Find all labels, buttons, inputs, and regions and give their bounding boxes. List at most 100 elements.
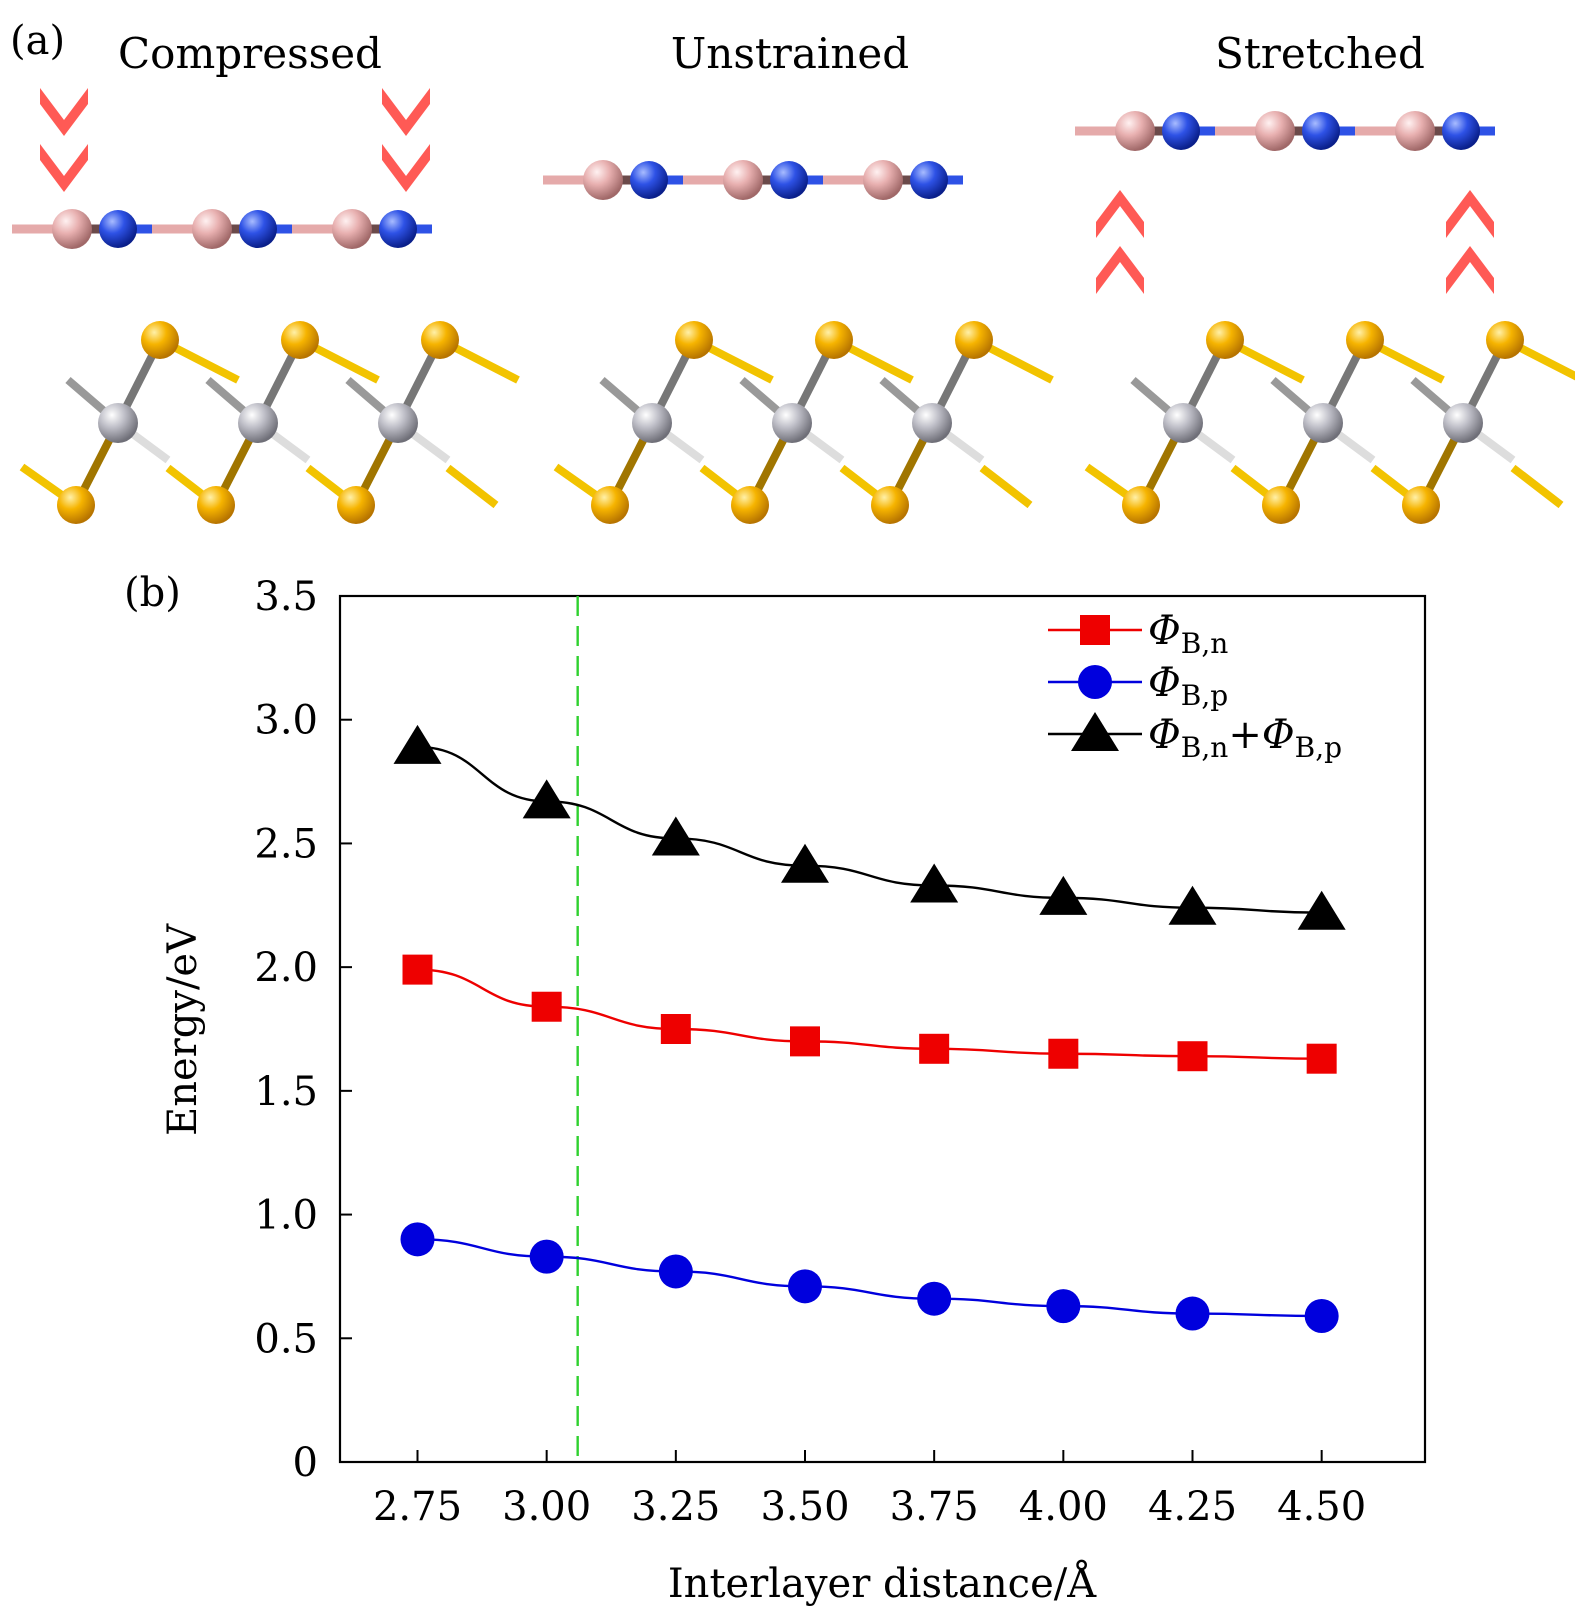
sulfur-atom	[421, 321, 459, 359]
title-stretched: Stretched	[1215, 29, 1425, 78]
arrow-down-icon	[382, 144, 430, 192]
sulfur-atom	[1486, 321, 1524, 359]
nitrogen-atom	[630, 161, 668, 199]
x-axis-label: Interlayer distance/Å	[668, 1560, 1097, 1607]
y-tick-label: 2.5	[254, 821, 318, 867]
arrow-up-icon	[1096, 246, 1144, 294]
data-point	[1046, 1289, 1081, 1324]
arrow-up-icon	[1446, 190, 1494, 238]
panel-b: (b) 0 0.5 1.0 1.5 2.0 2.5 3.0 3.5 2.75 3.00 3.25 3…	[124, 570, 1427, 1607]
data-point	[531, 991, 562, 1022]
data-point	[1048, 1038, 1079, 1069]
nitrogen-atom	[1302, 112, 1340, 150]
data-point	[790, 1026, 820, 1057]
data-point	[1304, 1299, 1339, 1334]
arrow-up-icon	[1446, 246, 1494, 294]
mos-bond	[979, 464, 1033, 509]
panel-a-label: (a)	[10, 18, 65, 64]
boron-atom	[192, 209, 232, 249]
legend-marker	[1071, 712, 1119, 751]
sulfur-atom	[281, 321, 319, 359]
data-point	[660, 1014, 691, 1044]
x-tick-label: 2.75	[373, 1484, 462, 1530]
data-point	[393, 724, 442, 764]
mos2-layer-compressed	[19, 321, 520, 524]
data-point	[400, 1222, 435, 1257]
legend-label: ΦB,p	[1148, 660, 1228, 712]
sulfur-atom	[871, 486, 909, 524]
metal-atom	[632, 403, 672, 443]
metal-atom	[378, 403, 418, 443]
metal-atom	[98, 403, 138, 443]
data-point	[1306, 1043, 1337, 1074]
y-axis: 0 0.5 1.0 1.5 2.0 2.5 3.0 3.5	[254, 574, 352, 1486]
hbn-layer-stretched	[1075, 111, 1495, 151]
title-unstrained: Unstrained	[671, 29, 909, 78]
mos2-layer-stretched	[1084, 321, 1575, 524]
nitrogen-atom	[239, 210, 277, 248]
data-point	[910, 863, 959, 903]
y-tick-label: 1.5	[254, 1069, 318, 1115]
nitrogen-atom	[99, 210, 137, 248]
panel-a: (a) Compressed Unstrained Stretched	[10, 18, 1575, 524]
metal-atom	[1163, 403, 1203, 443]
data-point	[1039, 875, 1088, 915]
hbn-layer-compressed	[12, 209, 432, 249]
nitrogen-atom	[770, 161, 808, 199]
series-triangle	[393, 724, 1346, 930]
metal-atom	[238, 403, 278, 443]
boron-atom	[52, 209, 92, 249]
panel-b-label: (b)	[124, 570, 181, 616]
arrow-down-icon	[40, 144, 88, 192]
y-tick-label: 0.5	[254, 1316, 318, 1362]
plot-frame	[338, 594, 1427, 1464]
hbn-layers	[12, 111, 1495, 249]
nitrogen-atom	[379, 210, 417, 248]
data-point	[781, 843, 829, 883]
sulfur-atom	[197, 486, 235, 524]
sulfur-atom	[1122, 486, 1160, 524]
data-point	[1175, 1296, 1210, 1331]
arrow-down-icon	[382, 88, 430, 136]
x-tick-label: 3.50	[760, 1484, 849, 1530]
hbn-layer-unstrained	[543, 160, 963, 200]
x-tick-label: 4.50	[1277, 1484, 1366, 1530]
data-point	[529, 1239, 564, 1274]
sulfur-atom	[675, 321, 713, 359]
metal-atom	[1443, 403, 1483, 443]
boron-atom	[1395, 111, 1435, 151]
sulfur-atom	[141, 321, 179, 359]
sulfur-atom	[1346, 321, 1384, 359]
mos-bond	[445, 464, 499, 509]
legend-marker	[1078, 665, 1112, 699]
mos2-layers	[19, 321, 1575, 524]
nitrogen-atom	[910, 161, 948, 199]
metal-atom	[1303, 403, 1343, 443]
sulfur-atom	[57, 486, 95, 524]
y-axis-label: Energy/eV	[160, 923, 206, 1136]
x-tick-label: 4.25	[1148, 1484, 1237, 1530]
legend: ΦB,nΦB,pΦB,n+ΦB,p	[1048, 608, 1342, 764]
data-point	[522, 779, 571, 819]
data-point	[1168, 885, 1217, 925]
boron-atom	[723, 160, 763, 200]
x-axis: 2.75 3.00 3.25 3.50 3.75 4.00 4.25 4.50	[373, 1450, 1366, 1530]
title-compressed: Compressed	[118, 29, 382, 78]
sulfur-atom	[1262, 486, 1300, 524]
boron-atom	[863, 160, 903, 200]
sulfur-atom	[731, 486, 769, 524]
arrow-down-icon	[40, 88, 88, 136]
legend-marker	[1080, 615, 1110, 645]
data-point	[788, 1269, 822, 1304]
nitrogen-atom	[1442, 112, 1480, 150]
x-tick-label: 3.75	[890, 1484, 979, 1530]
data-point	[658, 1254, 693, 1289]
boron-atom	[332, 209, 372, 249]
sulfur-atom	[1206, 321, 1244, 359]
data-point	[919, 1033, 950, 1064]
boron-atom	[1255, 111, 1295, 151]
x-tick-label: 3.25	[631, 1484, 720, 1530]
data-point	[1177, 1041, 1208, 1072]
sulfur-atom	[1402, 486, 1440, 524]
